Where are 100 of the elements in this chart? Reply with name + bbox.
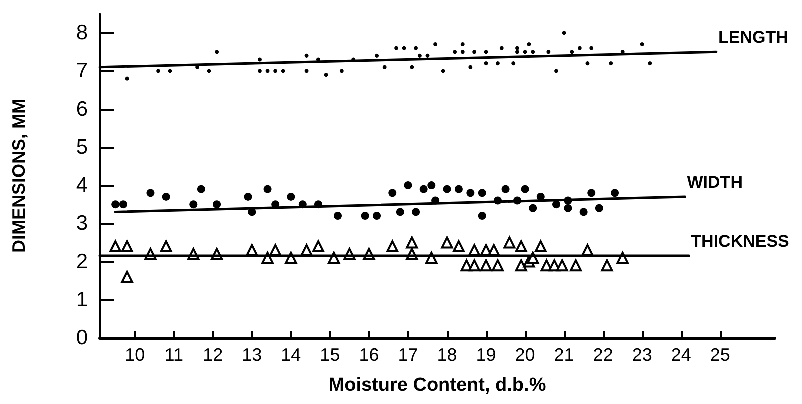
point: [590, 46, 594, 50]
point: [382, 65, 387, 70]
point: [266, 69, 270, 74]
point: [388, 189, 397, 198]
x-tick-label: 10: [125, 345, 146, 365]
x-tick-label: 21: [554, 345, 574, 365]
point: [454, 185, 463, 194]
point: [334, 212, 342, 220]
y-tick-label: 3: [76, 212, 88, 236]
point: [207, 69, 212, 74]
point: [121, 271, 134, 284]
point: [274, 69, 278, 74]
point: [504, 236, 516, 249]
point: [478, 189, 486, 198]
y-tick-label: 6: [76, 98, 88, 121]
y-axis-title: DIMENSIONS, MM: [9, 98, 29, 254]
x-tick-label: 16: [359, 345, 380, 365]
point: [556, 260, 568, 272]
point: [264, 185, 272, 194]
y-tick-label: 2: [76, 250, 88, 274]
y-tick-label: 0: [76, 326, 88, 350]
point: [304, 69, 309, 74]
point: [304, 54, 309, 58]
point: [119, 200, 128, 209]
point: [258, 69, 262, 74]
x-tick-label: 14: [281, 345, 302, 365]
point: [453, 50, 458, 54]
point: [375, 54, 380, 58]
point: [468, 260, 481, 272]
point: [531, 50, 536, 54]
point: [492, 260, 504, 272]
x-tick-label: 11: [164, 345, 184, 365]
point: [515, 50, 520, 54]
point: [523, 50, 528, 54]
x-tick-label: 22: [593, 345, 614, 365]
point: [110, 240, 122, 253]
x-tick-label: 18: [437, 345, 458, 365]
series-label: WIDTH: [687, 172, 743, 192]
point: [552, 200, 561, 209]
y-tick-label: 7: [76, 60, 88, 83]
point: [428, 182, 436, 190]
point: [244, 192, 252, 201]
x-tick-label: 19: [476, 345, 496, 365]
point: [373, 212, 382, 220]
series-label: THICKNESS: [691, 232, 790, 252]
point: [496, 62, 500, 66]
point: [484, 62, 488, 66]
point: [340, 69, 344, 74]
point: [554, 69, 559, 74]
x-tick-label: 23: [632, 345, 652, 365]
point: [312, 240, 324, 253]
point: [410, 65, 414, 70]
point: [426, 54, 430, 58]
point: [443, 185, 452, 194]
point: [460, 50, 465, 54]
point: [588, 189, 596, 198]
point: [162, 192, 170, 201]
x-tick-label: 12: [203, 345, 224, 365]
point: [281, 69, 286, 74]
point: [502, 185, 510, 194]
point: [125, 76, 130, 81]
point: [361, 212, 370, 220]
point: [121, 240, 134, 253]
point: [441, 236, 454, 249]
point: [515, 240, 528, 253]
point: [527, 42, 532, 46]
point: [512, 62, 516, 66]
point: [460, 42, 465, 46]
y-tick-label: 1: [76, 288, 88, 312]
point: [414, 46, 418, 50]
point: [215, 50, 220, 54]
point: [478, 212, 486, 220]
point: [420, 185, 428, 194]
point: [394, 46, 399, 50]
point: [396, 208, 404, 216]
point: [529, 204, 538, 212]
x-tick-label: 25: [710, 345, 730, 365]
y-tick-label: 5: [76, 136, 88, 159]
point: [466, 189, 475, 198]
point: [160, 240, 172, 253]
point: [472, 50, 477, 54]
x-axis-title: Moisture Content, d.b.%: [328, 375, 546, 396]
point: [258, 58, 262, 62]
point: [609, 62, 614, 66]
point: [452, 240, 465, 253]
point: [500, 46, 504, 50]
x-tick-label: 13: [242, 345, 262, 365]
point: [146, 189, 155, 198]
point: [562, 31, 566, 36]
point: [601, 260, 614, 272]
point: [190, 200, 198, 209]
point: [112, 200, 120, 209]
point: [648, 62, 652, 66]
point: [580, 208, 588, 216]
point: [441, 69, 446, 74]
point: [515, 46, 520, 50]
x-tick-label: 24: [671, 345, 692, 365]
point: [156, 69, 161, 74]
y-tick-label: 8: [76, 22, 88, 45]
point: [521, 185, 530, 194]
